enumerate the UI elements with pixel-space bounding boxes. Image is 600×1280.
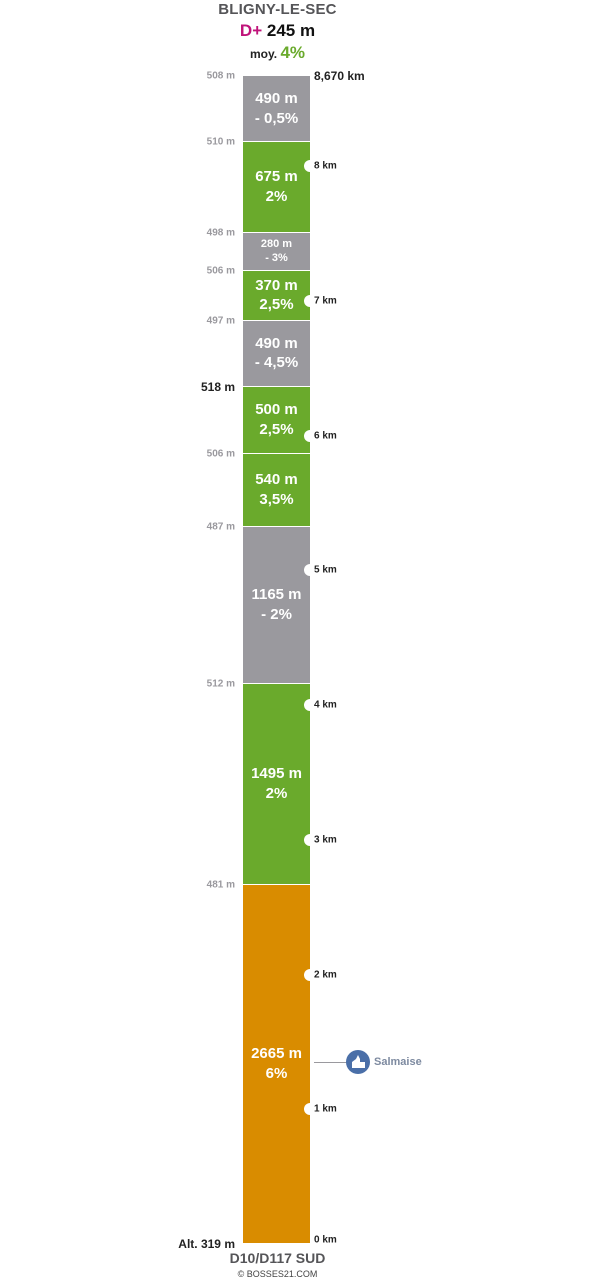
segment-length: 370 m [255,276,298,294]
altitude-label: 487 m [206,521,235,533]
km-notch [304,294,316,307]
church-icon [346,1050,370,1074]
segment-length: 1165 m [251,586,302,604]
km-marker-label: 5 km [314,564,337,576]
km-marker-label: 4 km [314,699,337,711]
segment-grade: - 0,5% [254,109,299,127]
profile-segment: 280 m - 3% [243,232,310,271]
km-notch [304,564,316,577]
climb-top-title: BLIGNY-LE-SEC [218,1,337,18]
profile-segment: 1165 m- 2% [243,526,310,684]
altitude-label: Alt. 319 m [178,1237,235,1251]
km-notch [304,699,316,712]
profile-segment: 500 m 2,5% [243,386,310,454]
altitude-label: 512 m [206,678,235,690]
altitude-label: 510 m [206,136,235,148]
segment-grade: 2% [265,187,288,205]
profile-segment: 370 m 2,5% [243,270,310,321]
segment-grade: 6% [265,1064,288,1082]
segment-grade: 3,5% [259,490,294,508]
climb-bottom-title: D10/D117 SUD [229,1250,326,1266]
km-notch [304,833,316,846]
segment-length: 2665 m [251,1045,302,1063]
segment-length: 675 m [255,168,298,186]
segment-length: 540 m [255,471,298,489]
segment-grade: 2,5% [259,296,294,314]
altitude-label: 508 m [206,70,235,82]
segment-grade: 2% [265,784,288,802]
dplus-value: 245 m [266,21,316,40]
profile-segment: 490 m - 0,5% [243,76,310,142]
segment-length: 490 m [255,334,298,352]
segment-length: 280 m [260,238,293,250]
total-distance: 8,670 km [314,69,365,83]
km-notch [304,1103,316,1116]
site-credit: © BOSSES21.COM [237,1269,318,1279]
profile-column: 490 m- 0,5% 675 m 2% 280 m- 3% 370 m 2,5% 490 … [243,76,310,1244]
segment-grade: - 4,5% [254,354,299,371]
segment-length: 490 m [255,90,298,107]
segment-length: 500 m [255,401,298,419]
km-marker-label: 8 km [314,160,337,172]
km-marker-label: 7 km [314,295,337,307]
profile-segment: 540 m 3,5% [243,453,310,527]
altitude-label: 506 m [206,265,235,277]
altitude-label: 498 m [206,227,235,239]
moy-label: moy. [249,47,278,61]
altitude-label: 497 m [206,315,235,326]
km-marker-label: 3 km [314,834,337,846]
km-marker-label: 6 km [314,430,337,442]
poi-label-salmaise: Salmaise [374,1056,422,1068]
segment-length: 1495 m [251,765,302,783]
km-notch [304,429,316,442]
altitude-label: 518 m [200,379,235,394]
moy-value: 4% [280,43,306,62]
km-notch [304,160,316,173]
dplus-label: D+ [239,21,263,40]
km-marker-label: 2 km [314,969,337,981]
profile-segment: 1495 m 2% [243,683,310,885]
profile-segment: 2665 m 6% [243,884,310,1244]
km-marker-label: 1 km [314,1103,337,1115]
altitude-label: 481 m [206,879,235,891]
poi-connector [314,1062,347,1063]
elevation-gain: D+ 245 m [0,21,555,41]
km-marker-label: 0 km [314,1234,337,1246]
average-grade: moy. 4% [0,43,555,63]
segment-grade: - 3% [265,252,288,265]
profile-segment: 490 m - 4,5% [243,320,310,387]
segment-grade: - 2% [261,605,292,623]
profile-segment: 675 m 2% [243,142,310,233]
altitude-label: 506 m [206,448,235,460]
segment-grade: 2,5% [259,420,294,438]
km-notch [304,968,316,981]
